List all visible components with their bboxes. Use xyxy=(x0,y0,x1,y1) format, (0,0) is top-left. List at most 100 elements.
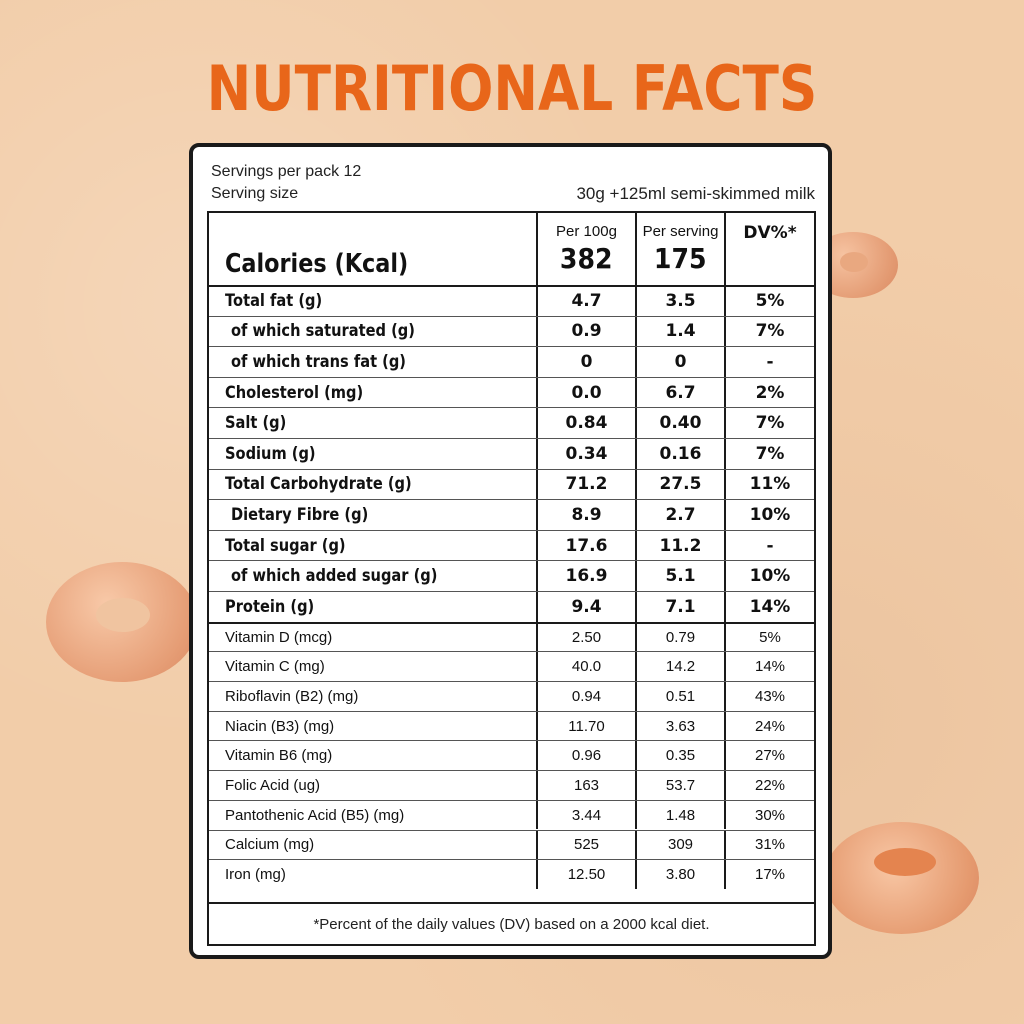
nutrient-label: Riboflavin (B2) (mg) xyxy=(225,687,359,705)
value-per-serving: 2.7 xyxy=(635,500,724,530)
serving-size-value: 30g +125ml semi-skimmed milk xyxy=(576,184,815,203)
vitamin-row: Calcium (mg) 525 309 31% xyxy=(209,829,814,860)
dv-header: DV%* xyxy=(724,213,814,285)
footnote: *Percent of the daily values (DV) based … xyxy=(209,902,814,944)
value-per-100g: 2.50 xyxy=(536,623,635,652)
nutrient-label: Sodium (g) xyxy=(225,443,316,464)
per100g-header: Per 100g xyxy=(556,223,617,240)
value-per-100g: 0.34 xyxy=(536,439,635,469)
value-per-serving: 3.80 xyxy=(635,860,724,889)
value-per-100g: 17.6 xyxy=(536,530,635,561)
nutrient-label: Total sugar (g) xyxy=(225,535,346,556)
daily-value: 5% xyxy=(724,623,814,652)
value-per-serving: 0.51 xyxy=(635,682,724,711)
value-per-serving: 0.40 xyxy=(635,408,724,438)
value-per-100g: 16.9 xyxy=(536,561,635,591)
daily-value: 11% xyxy=(724,469,814,500)
serving-size-label: Serving size xyxy=(211,185,299,202)
page-title: NUTRITIONAL FACTS xyxy=(206,52,818,125)
nutrient-label: of which trans fat (g) xyxy=(231,351,406,372)
nutrition-table: Calories (Kcal) Per 100g 382 Per serving… xyxy=(207,211,816,946)
calories-header-row: Calories (Kcal) Per 100g 382 Per serving… xyxy=(209,213,814,285)
nutrient-label: Folic Acid (ug) xyxy=(225,776,321,794)
nutrient-row: of which saturated (g) 0.9 1.4 7% xyxy=(209,315,814,347)
daily-value: 10% xyxy=(724,500,814,530)
nutrient-label: Vitamin D (mcg) xyxy=(225,628,333,646)
cereal-ring-bottom-right xyxy=(824,822,979,934)
vitamin-row: Pantothenic Acid (B5) (mg) 3.44 1.48 30% xyxy=(209,799,814,830)
nutrient-label: Iron (mg) xyxy=(225,866,286,884)
value-per-100g: 0.0 xyxy=(536,377,635,408)
daily-value: 7% xyxy=(724,408,814,438)
daily-value: - xyxy=(724,347,814,377)
daily-value: 10% xyxy=(724,561,814,591)
value-per-serving: 53.7 xyxy=(635,771,724,800)
daily-value: 43% xyxy=(724,682,814,711)
vitamin-row: Niacin (B3) (mg) 11.70 3.63 24% xyxy=(209,710,814,741)
value-per-100g: 40.0 xyxy=(536,652,635,681)
nutrient-row: Cholesterol (mg) 0.0 6.7 2% xyxy=(209,376,814,408)
value-per-serving: 0.79 xyxy=(635,623,724,652)
vitamin-row: Folic Acid (ug) 163 53.7 22% xyxy=(209,770,814,800)
daily-value: 14% xyxy=(724,592,814,622)
nutrient-row: of which trans fat (g) 0 0- xyxy=(209,346,814,377)
nutrition-card: Servings per pack 12 Serving size 30g +1… xyxy=(189,143,832,959)
nutrient-label: Vitamin C (mg) xyxy=(225,658,325,676)
value-per-serving: 1.48 xyxy=(635,800,724,830)
nutrient-label: Total fat (g) xyxy=(225,291,323,312)
servings-per-pack: Servings per pack 12 xyxy=(211,163,362,180)
daily-value: 30% xyxy=(724,800,814,830)
perserving-header: Per serving xyxy=(642,223,719,240)
value-per-serving: 3.63 xyxy=(635,711,724,741)
value-per-serving: 7.1 xyxy=(635,592,724,622)
daily-value: 14% xyxy=(724,652,814,681)
value-per-100g: 9.4 xyxy=(536,592,635,622)
nutrient-label: Dietary Fibre (g) xyxy=(231,504,369,525)
value-per-serving: 6.7 xyxy=(635,377,724,408)
vitamin-row: Vitamin C (mg) 40.0 14.2 14% xyxy=(209,651,814,681)
value-per-serving: 11.2 xyxy=(635,530,724,561)
cereal-ring-left xyxy=(46,562,198,682)
nutrient-label: Calcium (mg) xyxy=(225,836,315,854)
perserving-calories: 175 xyxy=(654,242,707,275)
value-per-100g: 12.50 xyxy=(536,860,635,889)
nutrient-row: Total fat (g) 4.7 3.5 5% xyxy=(209,285,814,316)
nutrient-label: Cholesterol (mg) xyxy=(225,382,364,403)
value-per-100g: 525 xyxy=(536,830,635,860)
value-per-serving: 14.2 xyxy=(635,652,724,681)
daily-value: - xyxy=(724,530,814,561)
nutrient-row: Salt (g) 0.84 0.40 7% xyxy=(209,407,814,438)
nutrient-row: of which added sugar (g) 16.9 5.1 10% xyxy=(209,560,814,591)
value-per-serving: 1.4 xyxy=(635,316,724,347)
value-per-100g: 3.44 xyxy=(536,800,635,830)
nutrient-label: Total Carbohydrate (g) xyxy=(225,474,412,495)
daily-value: 7% xyxy=(724,316,814,347)
value-per-serving: 0.16 xyxy=(635,439,724,469)
daily-value: 24% xyxy=(724,711,814,741)
nutrient-row: Total Carbohydrate (g) 71.2 27.5 11% xyxy=(209,468,814,500)
value-per-100g: 0.96 xyxy=(536,741,635,771)
vitamin-row: Vitamin D (mcg) 2.50 0.79 5% xyxy=(209,621,814,652)
nutrient-row: Dietary Fibre (g) 8.9 2.7 10% xyxy=(209,499,814,530)
value-per-serving: 309 xyxy=(635,830,724,860)
daily-value: 27% xyxy=(724,741,814,771)
nutrient-label: Niacin (B3) (mg) xyxy=(225,717,335,735)
vitamin-row: Iron (mg) 12.50 3.80 17% xyxy=(209,859,814,889)
nutrient-label: of which saturated (g) xyxy=(231,321,415,342)
calories-label: Calories (Kcal) xyxy=(225,249,409,279)
vitamin-row: Riboflavin (B2) (mg) 0.94 0.51 43% xyxy=(209,681,814,711)
nutrient-row: Protein (g) 9.4 7.1 14% xyxy=(209,591,814,622)
value-per-serving: 0 xyxy=(635,347,724,377)
daily-value: 5% xyxy=(724,287,814,316)
value-per-100g: 0 xyxy=(536,347,635,377)
daily-value: 2% xyxy=(724,377,814,408)
nutrient-label: of which added sugar (g) xyxy=(231,566,438,587)
daily-value: 22% xyxy=(724,771,814,800)
nutrient-label: Vitamin B6 (mg) xyxy=(225,747,333,765)
value-per-100g: 0.84 xyxy=(536,408,635,438)
daily-value: 17% xyxy=(724,860,814,889)
value-per-100g: 71.2 xyxy=(536,469,635,500)
value-per-100g: 0.94 xyxy=(536,682,635,711)
value-per-serving: 0.35 xyxy=(635,741,724,771)
value-per-serving: 27.5 xyxy=(635,469,724,500)
